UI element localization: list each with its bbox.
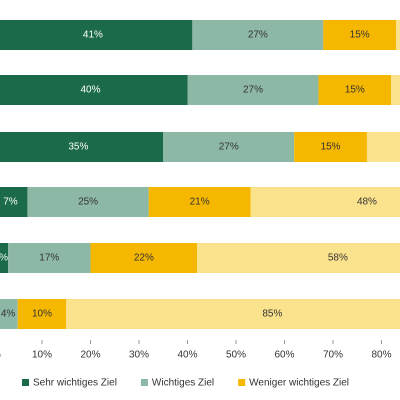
legend-swatch [238,379,246,386]
bar-segment [0,243,9,273]
bar-segment [0,75,188,105]
data-label: 15% [345,85,365,96]
data-label: 15% [321,142,341,153]
legend-swatch [22,379,29,386]
bar-segment [90,243,198,273]
data-label: 35% [68,142,88,153]
bar-segment [192,20,324,50]
x-tick-label: 80% [371,350,391,361]
data-label: 41% [83,30,103,41]
data-label: 25% [78,197,98,208]
legend-label: Weniger wichtiges Ziel [249,378,349,389]
bar-segment [197,243,400,273]
data-label: 40% [80,85,100,96]
x-tick-label: 60% [274,350,294,361]
data-label: 7% [3,197,18,208]
bar-segment [148,187,251,217]
data-label: 27% [248,30,268,41]
bar-segment [366,132,400,162]
data-label: 85% [262,309,282,320]
data-label: 27% [219,142,239,153]
bar-segment [0,187,28,217]
bar-segment [0,20,193,50]
x-tick-label: 0% [0,350,1,361]
x-tick-label: 70% [323,350,343,361]
data-label: 15% [350,30,370,41]
data-label: 3% [0,253,8,264]
bar-segment [0,132,164,162]
x-tick-label: 10% [32,350,52,361]
bar-segment [250,187,400,217]
legend-label: Sehr wichtiges Ziel [33,378,117,389]
legend-swatch [140,379,148,386]
x-tick-label: 40% [177,350,197,361]
data-label: 10% [32,309,52,320]
bar-segment [396,20,400,50]
x-tick-label: 50% [226,350,246,361]
bar-segment [294,132,367,162]
data-label: 27% [243,85,263,96]
bar-segment [163,132,295,162]
bar-segment [391,75,400,105]
data-label: 17% [39,253,59,264]
x-tick-label: 20% [80,350,100,361]
bar-segment [17,299,67,329]
bar-segment [318,75,392,105]
bar-segment [66,299,400,329]
bar-segment [323,20,397,50]
bar-segment [0,299,18,329]
bar-segment [27,187,149,217]
x-tick-label: 30% [129,350,149,361]
data-label: 22% [134,253,154,264]
data-label: 4% [1,309,16,320]
bar-segment [8,243,91,273]
data-label: 48% [357,197,377,208]
data-label: 21% [190,197,210,208]
data-label: 58% [328,253,348,264]
legend-label: Wichtiges Ziel [152,378,214,389]
bar-segment [187,75,319,105]
